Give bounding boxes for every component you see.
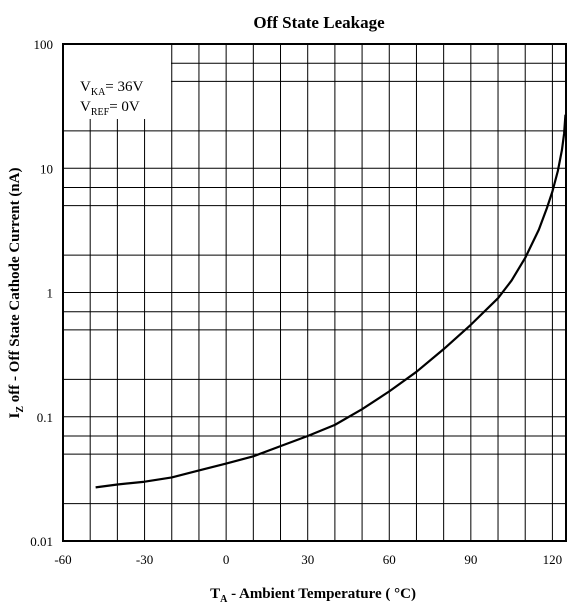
y-tick-label: 10 <box>40 161 53 176</box>
x-tick-label: 0 <box>223 552 230 567</box>
annotation-vka: VKA= 36V <box>80 79 144 98</box>
x-tick-label: -60 <box>54 552 71 567</box>
x-tick-labels: -60 -30 0 30 60 90 120 <box>54 552 562 567</box>
grid-lines <box>63 44 566 541</box>
series-line-0 <box>95 114 567 489</box>
annotation-box <box>64 45 171 119</box>
plot-frame <box>62 43 567 542</box>
annotation-vref: VREF= 0V <box>80 99 140 118</box>
y-tick-label: 100 <box>34 37 54 52</box>
x-axis-label: TA - Ambient Temperature ( °C) <box>210 586 416 605</box>
x-tick-label: 30 <box>301 552 314 567</box>
y-axis-label: IZ off - Off State Cathode Current (nA) <box>7 168 26 419</box>
x-tick-label: 90 <box>464 552 477 567</box>
x-tick-label: -30 <box>136 552 153 567</box>
series <box>95 114 567 489</box>
x-tick-label: 120 <box>543 552 563 567</box>
x-tick-label: 60 <box>383 552 396 567</box>
y-tick-labels: 0.01 0.1 1 10 100 <box>30 37 53 549</box>
plot-border <box>62 43 567 542</box>
y-tick-label: 0.01 <box>30 534 53 549</box>
chart-title: Off State Leakage <box>253 13 385 32</box>
y-tick-label: 1 <box>47 286 54 301</box>
y-tick-label: 0.1 <box>37 410 53 425</box>
